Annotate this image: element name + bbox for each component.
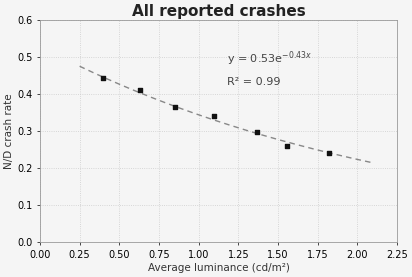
Y-axis label: N/D crash rate: N/D crash rate <box>4 94 14 169</box>
Title: All reported crashes: All reported crashes <box>131 4 305 19</box>
Point <box>325 151 332 155</box>
Point <box>100 76 107 81</box>
Text: y = 0.53e$^{-0.43x}$: y = 0.53e$^{-0.43x}$ <box>227 50 312 68</box>
Point <box>254 130 261 134</box>
Text: R² = 0.99: R² = 0.99 <box>227 77 281 87</box>
Point <box>137 88 143 92</box>
X-axis label: Average luminance (cd/m²): Average luminance (cd/m²) <box>147 263 289 273</box>
Point <box>284 144 291 148</box>
Point <box>211 114 218 118</box>
Point <box>171 105 178 109</box>
